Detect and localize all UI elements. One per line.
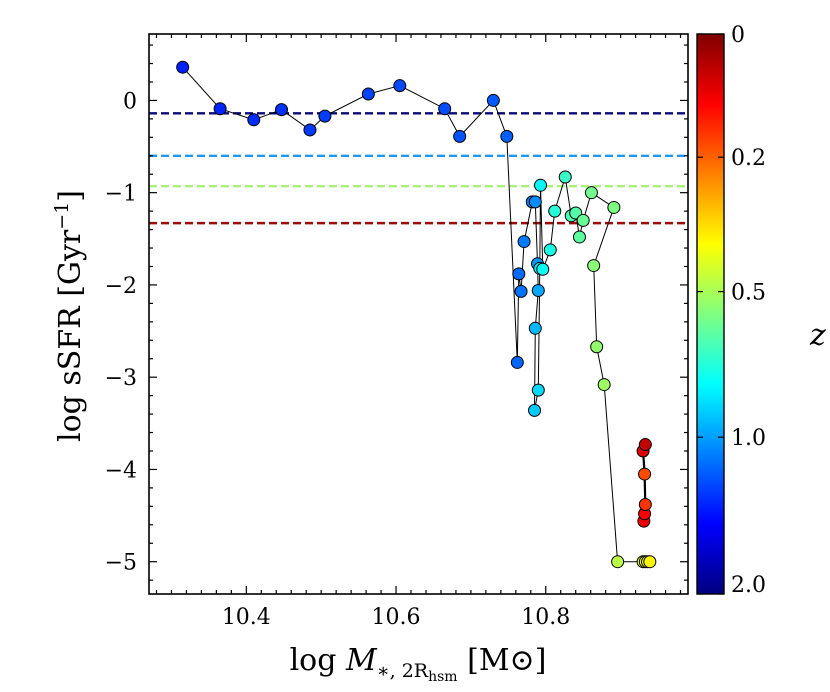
data-point <box>275 103 289 117</box>
data-point <box>247 113 261 127</box>
data-point <box>590 340 604 354</box>
x-tick-label: 10.8 <box>521 605 570 630</box>
data-point <box>517 235 531 249</box>
y-tick-label: −4 <box>105 458 137 483</box>
data-point <box>638 498 652 512</box>
y-tick-label: −5 <box>105 551 137 576</box>
y-tick-label: −3 <box>105 366 137 391</box>
y-tick-label: −1 <box>105 182 137 207</box>
data-point <box>318 109 332 123</box>
track-lines <box>182 66 650 563</box>
colorbar-tick-label: 0 <box>731 23 745 48</box>
data-point <box>536 262 550 276</box>
data-point <box>438 102 452 116</box>
data-point <box>531 283 545 297</box>
colorbar-tick-label: 0.5 <box>731 281 766 306</box>
data-point <box>510 355 524 369</box>
y-tick-label: 0 <box>123 89 137 114</box>
colorbar-tick-label: 1.0 <box>731 426 766 451</box>
data-point <box>176 60 190 74</box>
data-point <box>643 555 657 569</box>
x-tick-label: 10.6 <box>372 605 421 630</box>
data-point <box>500 129 514 143</box>
data-point <box>528 321 542 335</box>
data-point <box>572 230 586 244</box>
data-point <box>597 378 611 392</box>
data-point <box>213 102 227 116</box>
x-tick-label: 10.4 <box>222 605 271 630</box>
data-point <box>486 93 500 107</box>
data-point <box>558 170 572 184</box>
data-point <box>528 195 542 209</box>
data-point <box>534 178 548 192</box>
colorbar: 0 0.2 0.5 1.0 2.0 z <box>696 23 826 598</box>
y-axis-label: log sSFR [Gyr−1] <box>51 190 88 442</box>
data-point <box>303 123 317 137</box>
colorbar-tick-label: 2.0 <box>731 573 766 598</box>
data-point <box>548 204 562 218</box>
data-point <box>453 129 467 143</box>
data-point <box>531 383 545 397</box>
y-ticks: 0 −1 −2 −3 −4 −5 <box>105 44 688 581</box>
data-points <box>176 60 657 569</box>
data-point <box>584 186 598 200</box>
x-axis-label: log M∗, 2Rhsm [M⊙] <box>290 643 547 685</box>
data-point <box>587 259 601 273</box>
plot-frame <box>148 33 689 595</box>
data-point <box>361 87 375 101</box>
data-point <box>528 403 542 417</box>
data-point <box>638 438 652 452</box>
x-ticks: 10.4 10.6 10.8 <box>155 34 682 630</box>
reference-lines <box>149 112 688 225</box>
y-tick-label: −2 <box>105 274 137 299</box>
plot-area: 10.4 10.6 10.8 0 −1 −2 −3 −4 −5 <box>105 33 689 630</box>
data-point <box>607 200 621 214</box>
colorbar-label: z <box>809 318 826 353</box>
data-point <box>512 267 526 281</box>
colorbar-gradient <box>696 33 725 595</box>
colorbar-ticks: 0 0.2 0.5 1.0 2.0 <box>697 23 766 598</box>
colorbar-tick-label: 0.2 <box>731 146 766 171</box>
data-point <box>514 284 528 298</box>
main-track-line <box>182 66 650 563</box>
data-point <box>576 213 590 227</box>
data-point <box>543 243 557 257</box>
data-point <box>611 555 625 569</box>
data-point <box>393 79 407 93</box>
data-point <box>638 467 652 481</box>
